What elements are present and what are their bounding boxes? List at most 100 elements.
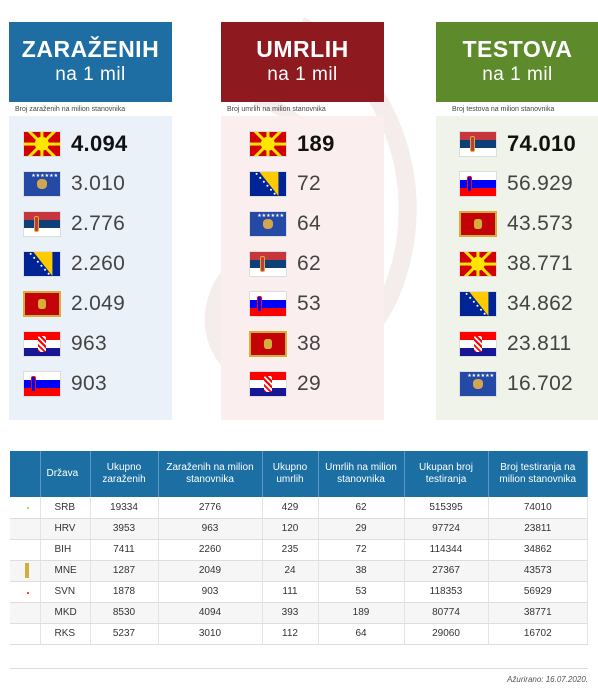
table-cell: 429: [262, 497, 319, 519]
list-item: ★★★★★★ 64: [221, 204, 384, 244]
list-item: ★★★★★★ 3.010: [9, 164, 172, 204]
data-table: Država Ukupno zaraženih Zaraženih na mil…: [10, 451, 588, 645]
flag-bih-icon: [23, 251, 61, 277]
panel-caption: Broj zaraženih na milion stanovnika: [15, 106, 126, 113]
list-item-value: 2.260: [71, 252, 126, 275]
list-item-value: 72: [297, 172, 321, 195]
table-cell: 118353: [404, 581, 489, 603]
list-item: 29: [221, 364, 384, 404]
list-item-value: 963: [71, 332, 107, 355]
table-row: BIH 7411 2260 235 72 114344 34862: [10, 539, 588, 561]
list-item-value: 62: [297, 252, 321, 275]
flag-srb-icon: [459, 131, 497, 157]
panel-deaths: UMRLIH na 1 mil Broj umrlih na milion stan…: [221, 22, 384, 420]
list-item: 903: [9, 364, 172, 404]
list-item: 62: [221, 244, 384, 284]
flag-hrv-icon: [23, 331, 61, 357]
flag-mkd-icon: [249, 131, 287, 157]
panel-infected: ZARAŽENIH na 1 mil Broj zaraženih na milio…: [9, 22, 172, 420]
table-cell: 23811: [488, 518, 588, 540]
panel-title: ZARAŽENIH: [21, 36, 160, 62]
table-cell: 29: [318, 518, 405, 540]
list-item: 2.260: [9, 244, 172, 284]
table-cell-flag: [10, 497, 41, 519]
table-row: MNE 1287 2049 24 38 27367 43573: [10, 560, 588, 582]
table-cell-country: BIH: [40, 539, 91, 561]
table-cell: 56929: [488, 581, 588, 603]
panel-title: UMRLIH: [256, 36, 349, 62]
table-cell: 64: [318, 623, 405, 645]
flag-bih-icon: [249, 171, 287, 197]
table-cell: 515395: [404, 497, 489, 519]
table-cell: 235: [262, 539, 319, 561]
table-row: SVN 1878 903 111 53 118353 56929: [10, 581, 588, 603]
table-cell: 38: [318, 560, 405, 582]
list-item-value: 38: [297, 332, 321, 355]
list-item-value: 2.049: [71, 292, 126, 315]
table-row: HRV 3953 963 120 29 97724 23811: [10, 518, 588, 540]
list-item: ★★★★★★ 16.702: [436, 364, 598, 404]
list-item: 74.010: [436, 124, 598, 164]
list-item-value: 43.573: [507, 212, 574, 235]
table-cell: 38771: [488, 602, 588, 624]
table-cell: 3010: [158, 623, 263, 645]
list-item: 4.094: [9, 124, 172, 164]
panel-caption: Broj umrlih na milion stanovnika: [227, 106, 326, 113]
list-item: 72: [221, 164, 384, 204]
panel-header: UMRLIH na 1 mil: [221, 22, 384, 102]
table-body: SRB 19334 2776 429 62 515395 74010 HRV 3953 963 12…: [10, 497, 588, 645]
panel-subtitle: na 1 mil: [267, 64, 338, 85]
panel-title: TESTOVA: [462, 36, 573, 62]
list-item: 963: [9, 324, 172, 364]
table-cell: 29060: [404, 623, 489, 645]
table-cell: 1878: [90, 581, 159, 603]
list-item-value: 23.811: [507, 332, 572, 355]
table-row: SRB 19334 2776 429 62 515395 74010: [10, 497, 588, 519]
list-item-value: 74.010: [507, 131, 577, 156]
list-item: 56.929: [436, 164, 598, 204]
table-cell-flag: [10, 560, 41, 582]
ranking-list: 74.010 56.929 43.573 38.771 34.862 23.811 ★★★★…: [436, 116, 598, 420]
list-item: 53: [221, 284, 384, 324]
table-cell: 24: [262, 560, 319, 582]
table-cell: 903: [158, 581, 263, 603]
table-cell-country: MKD: [40, 602, 91, 624]
table-cell: 62: [318, 497, 405, 519]
header-tests-per-million: Broj testiranja na milion stanovnika: [488, 451, 588, 497]
table-cell-flag: [10, 518, 41, 540]
header-country: Država: [40, 451, 91, 497]
table-cell: 80774: [404, 602, 489, 624]
list-item-value: 56.929: [507, 172, 574, 195]
summary-panels: ZARAŽENIH na 1 mil Broj zaraženih na milio…: [0, 22, 598, 422]
divider: [10, 668, 588, 669]
table-cell-country: MNE: [40, 560, 91, 582]
panel-caption: Broj testova na milion stanovnika: [452, 106, 555, 113]
table-cell: 72: [318, 539, 405, 561]
panel-subtitle: na 1 mil: [482, 64, 553, 85]
flag-svn-icon: [459, 171, 497, 197]
list-item: 2.776: [9, 204, 172, 244]
table-cell-country: SRB: [40, 497, 91, 519]
list-item: 43.573: [436, 204, 598, 244]
table-cell: 114344: [404, 539, 489, 561]
list-item-value: 38.771: [507, 252, 574, 275]
list-item: 2.049: [9, 284, 172, 324]
flag-mne-icon: [459, 211, 497, 237]
list-item-value: 34.862: [507, 292, 574, 315]
table-cell: 963: [158, 518, 263, 540]
flag-srb-icon: [23, 211, 61, 237]
list-item-value: 53: [297, 292, 321, 315]
table-cell: 1287: [90, 560, 159, 582]
header-total-deaths: Ukupno umrlih: [262, 451, 319, 497]
panel-header: ZARAŽENIH na 1 mil: [9, 22, 172, 102]
list-item-value: 189: [297, 131, 335, 156]
panel-tests: TESTOVA na 1 mil Broj testova na milion st…: [436, 22, 598, 420]
table-cell: 111: [262, 581, 319, 603]
list-item-value: 3.010: [71, 172, 126, 195]
table-cell: 112: [262, 623, 319, 645]
flag-mne-icon: [249, 331, 287, 357]
list-item: 189: [221, 124, 384, 164]
flag-rks-icon: ★★★★★★: [459, 371, 497, 397]
table-cell: 3953: [90, 518, 159, 540]
flag-srb-icon: [249, 251, 287, 277]
